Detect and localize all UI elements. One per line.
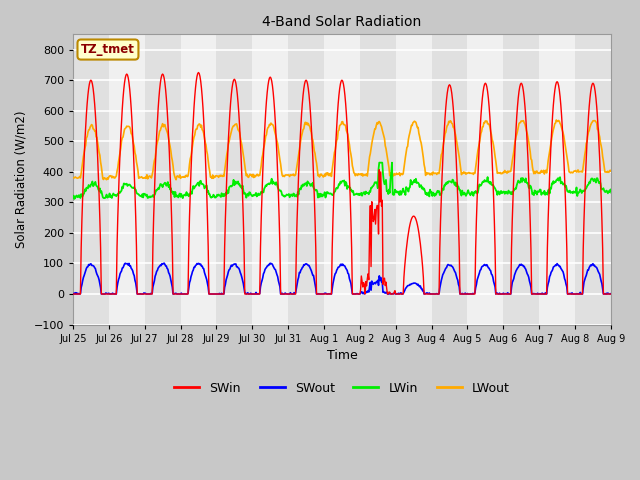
Bar bbox=[216, 35, 252, 324]
Bar bbox=[324, 35, 360, 324]
Bar bbox=[467, 35, 503, 324]
Bar bbox=[252, 35, 288, 324]
Bar bbox=[288, 35, 324, 324]
Y-axis label: Solar Radiation (W/m2): Solar Radiation (W/m2) bbox=[15, 111, 28, 248]
Bar bbox=[73, 35, 109, 324]
Bar bbox=[539, 35, 575, 324]
X-axis label: Time: Time bbox=[326, 349, 357, 362]
Bar bbox=[575, 35, 611, 324]
Bar bbox=[396, 35, 431, 324]
Legend: SWin, SWout, LWin, LWout: SWin, SWout, LWin, LWout bbox=[170, 377, 515, 399]
Text: TZ_tmet: TZ_tmet bbox=[81, 43, 135, 56]
Bar bbox=[611, 35, 640, 324]
Title: 4-Band Solar Radiation: 4-Band Solar Radiation bbox=[262, 15, 422, 29]
Bar bbox=[360, 35, 396, 324]
Bar bbox=[503, 35, 539, 324]
Bar bbox=[431, 35, 467, 324]
Bar bbox=[180, 35, 216, 324]
Bar bbox=[109, 35, 145, 324]
Bar bbox=[145, 35, 180, 324]
